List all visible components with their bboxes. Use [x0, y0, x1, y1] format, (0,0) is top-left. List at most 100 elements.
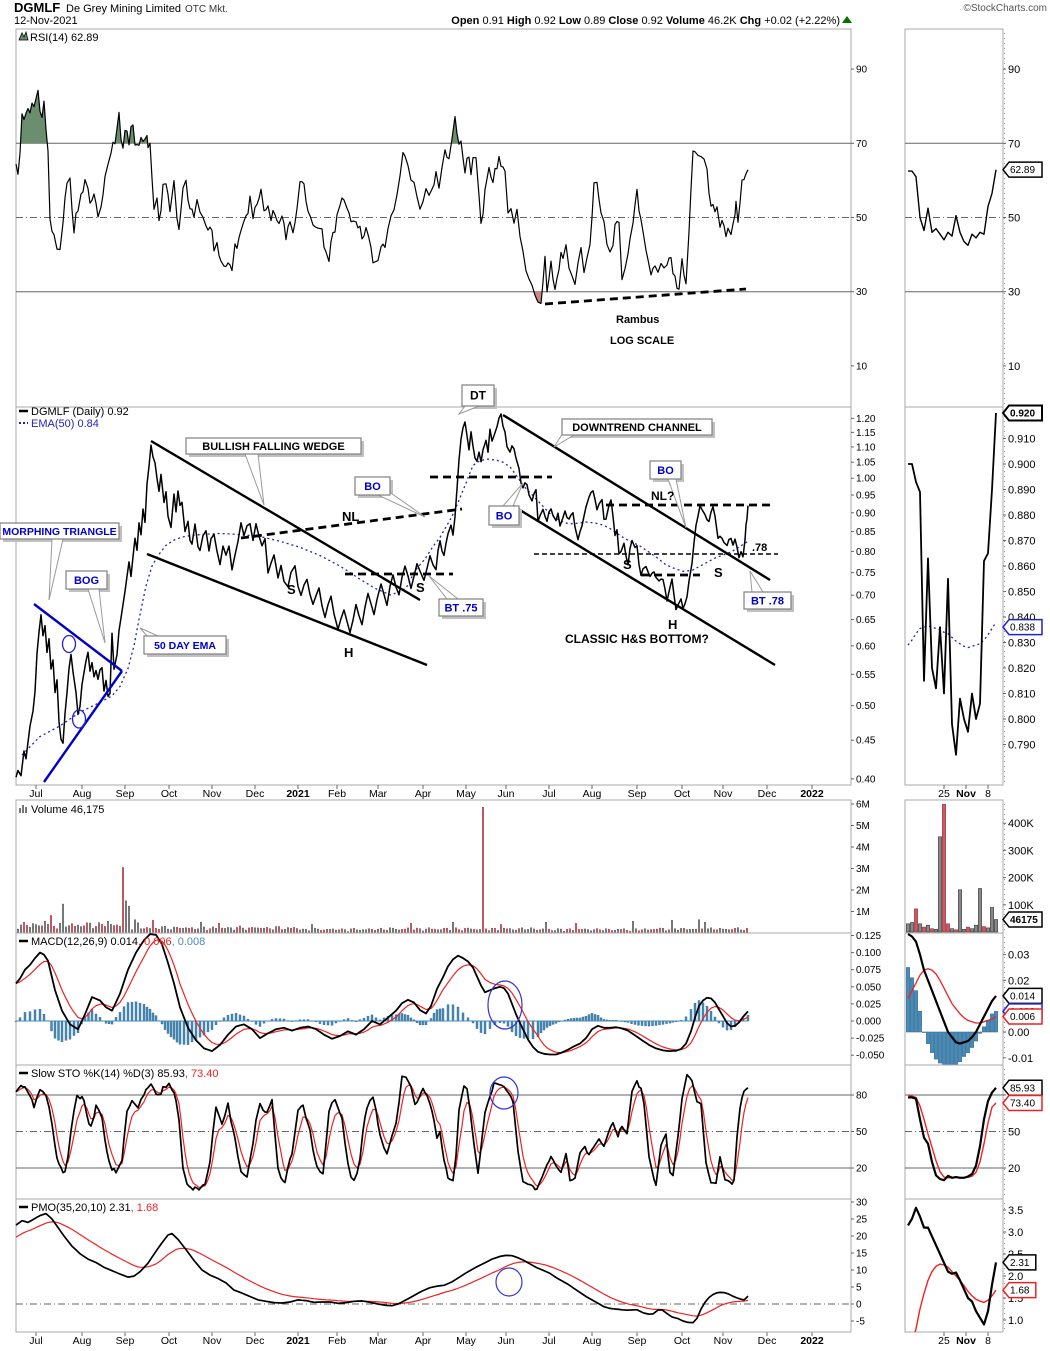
svg-text:15: 15: [856, 1249, 868, 1260]
svg-text:Jul: Jul: [29, 1335, 42, 1346]
svg-text:5M: 5M: [856, 821, 870, 832]
svg-text:10: 10: [1008, 361, 1020, 373]
svg-text:Oct: Oct: [161, 788, 177, 800]
svg-text:0.55: 0.55: [856, 670, 876, 681]
svg-text:OTC Mkt.: OTC Mkt.: [185, 4, 228, 15]
svg-text:0.125: 0.125: [856, 931, 881, 942]
svg-text:BT .78: BT .78: [751, 596, 784, 608]
svg-text:0.000: 0.000: [856, 1017, 881, 1028]
svg-text:Apr: Apr: [415, 788, 432, 800]
svg-text:Jul: Jul: [542, 1335, 555, 1346]
svg-text:H: H: [668, 617, 677, 632]
svg-text:85.93: 85.93: [1010, 1083, 1035, 1094]
svg-text:1.20: 1.20: [856, 414, 876, 425]
svg-text:Dec: Dec: [246, 788, 265, 800]
svg-text:Dec: Dec: [758, 1335, 777, 1346]
svg-text:S: S: [416, 580, 425, 595]
svg-text:©StockCharts.com: ©StockCharts.com: [963, 3, 1047, 14]
svg-text:10: 10: [856, 1266, 868, 1277]
svg-text:70: 70: [1008, 138, 1020, 150]
svg-text:8: 8: [985, 788, 991, 800]
svg-text:2.0: 2.0: [1008, 1271, 1023, 1283]
svg-text:0.870: 0.870: [1008, 536, 1036, 548]
svg-text:Nov: Nov: [956, 788, 976, 800]
svg-text:Jun: Jun: [498, 788, 515, 800]
svg-text:0.910: 0.910: [1008, 434, 1036, 446]
svg-text:Feb: Feb: [328, 788, 346, 800]
svg-text:1.68: 1.68: [1010, 1286, 1030, 1297]
svg-text:DGMLF: DGMLF: [14, 0, 60, 15]
svg-text:Aug: Aug: [73, 1335, 92, 1346]
svg-text:70: 70: [856, 139, 868, 150]
svg-text:0.075: 0.075: [856, 965, 881, 976]
svg-text:H: H: [344, 645, 353, 660]
svg-text:BO: BO: [657, 465, 674, 477]
svg-text:20: 20: [856, 1164, 868, 1175]
svg-text:BULLISH FALLING WEDGE: BULLISH FALLING WEDGE: [202, 441, 344, 453]
svg-text:2.31: 2.31: [1010, 1258, 1030, 1269]
svg-text:Sep: Sep: [628, 788, 647, 800]
svg-text:MACD(12,26,9) 0.014, 0.006, 0.: MACD(12,26,9) 0.014, 0.006, 0.008: [31, 936, 205, 948]
svg-text:S: S: [623, 557, 632, 572]
svg-text:1.00: 1.00: [856, 474, 876, 485]
svg-text:20: 20: [856, 1232, 868, 1243]
svg-text:62.89: 62.89: [1010, 165, 1035, 176]
svg-text:6M: 6M: [856, 800, 870, 811]
svg-text:BOG: BOG: [74, 575, 99, 587]
svg-text:0.70: 0.70: [856, 591, 876, 602]
svg-text:30: 30: [1008, 287, 1020, 299]
svg-text:Nov: Nov: [714, 788, 733, 800]
svg-text:PMO(35,20,10) 2.31, 1.68: PMO(35,20,10) 2.31, 1.68: [31, 1202, 158, 1214]
svg-text:0.75: 0.75: [856, 568, 876, 579]
svg-text:0: 0: [856, 1300, 862, 1311]
svg-text:3M: 3M: [856, 864, 870, 875]
svg-text:200K: 200K: [1008, 873, 1034, 885]
svg-text:25: 25: [938, 788, 950, 800]
svg-text:10: 10: [856, 361, 868, 372]
svg-text:50 DAY EMA: 50 DAY EMA: [154, 640, 216, 652]
svg-text:20: 20: [1008, 1163, 1020, 1175]
svg-text:S: S: [714, 565, 723, 580]
svg-text:May: May: [456, 1335, 477, 1346]
svg-text:EMA(50) 0.84: EMA(50) 0.84: [31, 418, 99, 430]
svg-text:Feb: Feb: [328, 1335, 346, 1346]
svg-text:Nov: Nov: [203, 788, 222, 800]
svg-text:1.0: 1.0: [1008, 1315, 1023, 1327]
svg-text:0.60: 0.60: [856, 641, 876, 652]
svg-text:Aug: Aug: [583, 788, 602, 800]
svg-text:May: May: [456, 788, 477, 800]
svg-text:1.15: 1.15: [856, 428, 876, 439]
svg-text:Apr: Apr: [415, 1335, 432, 1346]
svg-text:400K: 400K: [1008, 818, 1034, 830]
svg-text:Sep: Sep: [116, 788, 135, 800]
svg-text:-0.050: -0.050: [856, 1051, 885, 1062]
svg-text:90: 90: [856, 65, 868, 76]
svg-text:50: 50: [856, 213, 868, 224]
svg-text:0.100: 0.100: [856, 948, 881, 959]
svg-text:Mar: Mar: [369, 788, 388, 800]
svg-text:12-Nov-2021: 12-Nov-2021: [14, 15, 78, 27]
svg-text:30: 30: [856, 287, 868, 298]
svg-text:0.800: 0.800: [1008, 714, 1036, 726]
svg-text:0.50: 0.50: [856, 701, 876, 712]
svg-text:Slow STO %K(14) %D(3) 85.93, 7: Slow STO %K(14) %D(3) 85.93, 73.40: [31, 1068, 219, 1080]
svg-text:3.5: 3.5: [1008, 1205, 1023, 1217]
svg-text:Rambus: Rambus: [616, 314, 659, 326]
svg-text:0.03: 0.03: [1008, 950, 1029, 962]
svg-text:0.85: 0.85: [856, 527, 876, 538]
svg-text:BO: BO: [496, 511, 513, 523]
svg-text:NL?: NL?: [651, 489, 674, 503]
svg-text:100K: 100K: [1008, 900, 1034, 912]
svg-text:BT .75: BT .75: [444, 603, 477, 615]
svg-text:0.40: 0.40: [856, 774, 876, 785]
svg-text:Jul: Jul: [542, 788, 555, 800]
svg-text:NL: NL: [342, 509, 359, 524]
svg-text:25: 25: [856, 1215, 868, 1226]
svg-text:1.10: 1.10: [856, 442, 876, 453]
svg-text:DOWNTREND CHANNEL: DOWNTREND CHANNEL: [572, 422, 702, 434]
svg-text:Jun: Jun: [498, 1335, 515, 1346]
svg-text:Nov: Nov: [956, 1335, 976, 1346]
svg-text:50: 50: [1008, 213, 1020, 225]
svg-text:CLASSIC H&S BOTTOM?: CLASSIC H&S BOTTOM?: [565, 632, 709, 646]
svg-text:Sep: Sep: [116, 1335, 135, 1346]
